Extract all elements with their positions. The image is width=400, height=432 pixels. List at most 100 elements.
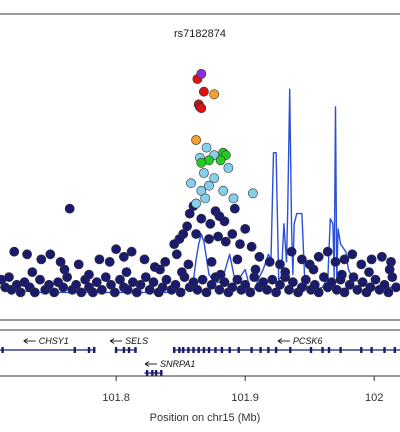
snp-point [352,284,363,295]
gene-exon [360,347,363,353]
snp-point [104,256,115,267]
snp-point [44,279,54,290]
snp-point [196,213,207,224]
gene-exon [267,347,270,353]
snp-point [204,234,214,244]
snp-point [196,157,207,168]
snp-point [365,282,376,293]
gene-exon [214,347,217,353]
snp-point [204,180,214,191]
snp-point [383,287,394,298]
snp-point [228,193,239,204]
snp-point [186,178,196,189]
strand-arrow-head [144,361,150,367]
snp-point [22,249,32,260]
gene-exon [93,347,96,353]
snp-point [115,274,125,285]
gene-exon [207,347,211,353]
snp-point [198,86,209,97]
snp-point [122,284,133,295]
snp-point [347,249,358,260]
chart-title: rs7182874 [174,28,226,40]
gene-exon [114,347,118,353]
snp-point [213,231,223,242]
snp-point [309,279,320,290]
gene-exon [154,370,158,376]
snp-point [4,272,14,282]
gene-exon [383,347,386,353]
snp-point [336,269,347,280]
snp-point [348,272,359,282]
snp-point [391,282,400,293]
snp-point [198,168,209,178]
snp-point [246,241,257,252]
gene-exon [160,370,163,376]
gene-exon [309,347,313,353]
snp-point [287,277,298,288]
snp-point [88,287,98,298]
snp-point [170,279,181,290]
snp-point [296,282,307,293]
snp-point [119,251,129,262]
snp-point [267,274,278,285]
snp-point [366,254,377,265]
association-panel-border [0,13,400,321]
gene-exon [202,347,206,353]
gene-exon [327,347,331,353]
gene-label: PCSK6 [293,336,323,346]
snp-point [300,274,311,285]
snp-point [214,284,225,295]
snp-point [71,279,81,290]
snp-point [344,279,355,290]
gene-exon [151,370,154,376]
snp-point [227,229,238,239]
snp-point [275,279,285,290]
snp-point [15,287,26,298]
snp-point [196,185,207,196]
snp-point [275,259,285,270]
gene-exon [145,370,149,376]
snp-point [240,223,251,234]
gene-pcsk6: PCSK6 [172,336,400,353]
snp-point [111,244,121,255]
gene-exon [87,347,91,353]
snp-point [140,272,151,282]
snp-point [254,251,265,262]
snp-point [148,277,159,288]
snp-point [36,254,47,265]
snp-point [55,256,66,267]
gene-exon [274,347,278,353]
x-axis-label: Position on chr15 (Mb) [150,412,261,424]
snp-point [196,103,207,114]
gene-exon [122,347,126,353]
snp-point [280,267,291,277]
snp-point [364,267,374,277]
snp-point [339,287,350,298]
gene-label: CHSY1 [39,336,69,346]
snp-point [357,277,368,288]
gene-exon [228,347,231,353]
snp-point [258,277,269,288]
gene-exon [220,347,224,353]
x-tick-label: 102 [365,392,383,404]
gene-sels: SELS [109,336,148,353]
snp-point [121,267,132,277]
gene-exon [182,347,185,353]
snp-point [160,256,171,267]
snp-point [191,135,201,145]
gene-exon [127,347,131,353]
gene-exon [134,347,137,353]
gene-exon [370,347,373,353]
snp-point [232,274,243,285]
snp-point [191,198,201,209]
gene-chsy1: CHSY1 [0,336,96,353]
snp-point [184,208,195,219]
gene-exon [178,347,181,353]
snp-point [188,277,199,288]
snp-point [191,229,201,239]
x-tick-label: 101.8 [102,392,130,404]
snp-point [220,236,231,247]
gene-exon [289,347,292,353]
snp-point [27,267,38,277]
